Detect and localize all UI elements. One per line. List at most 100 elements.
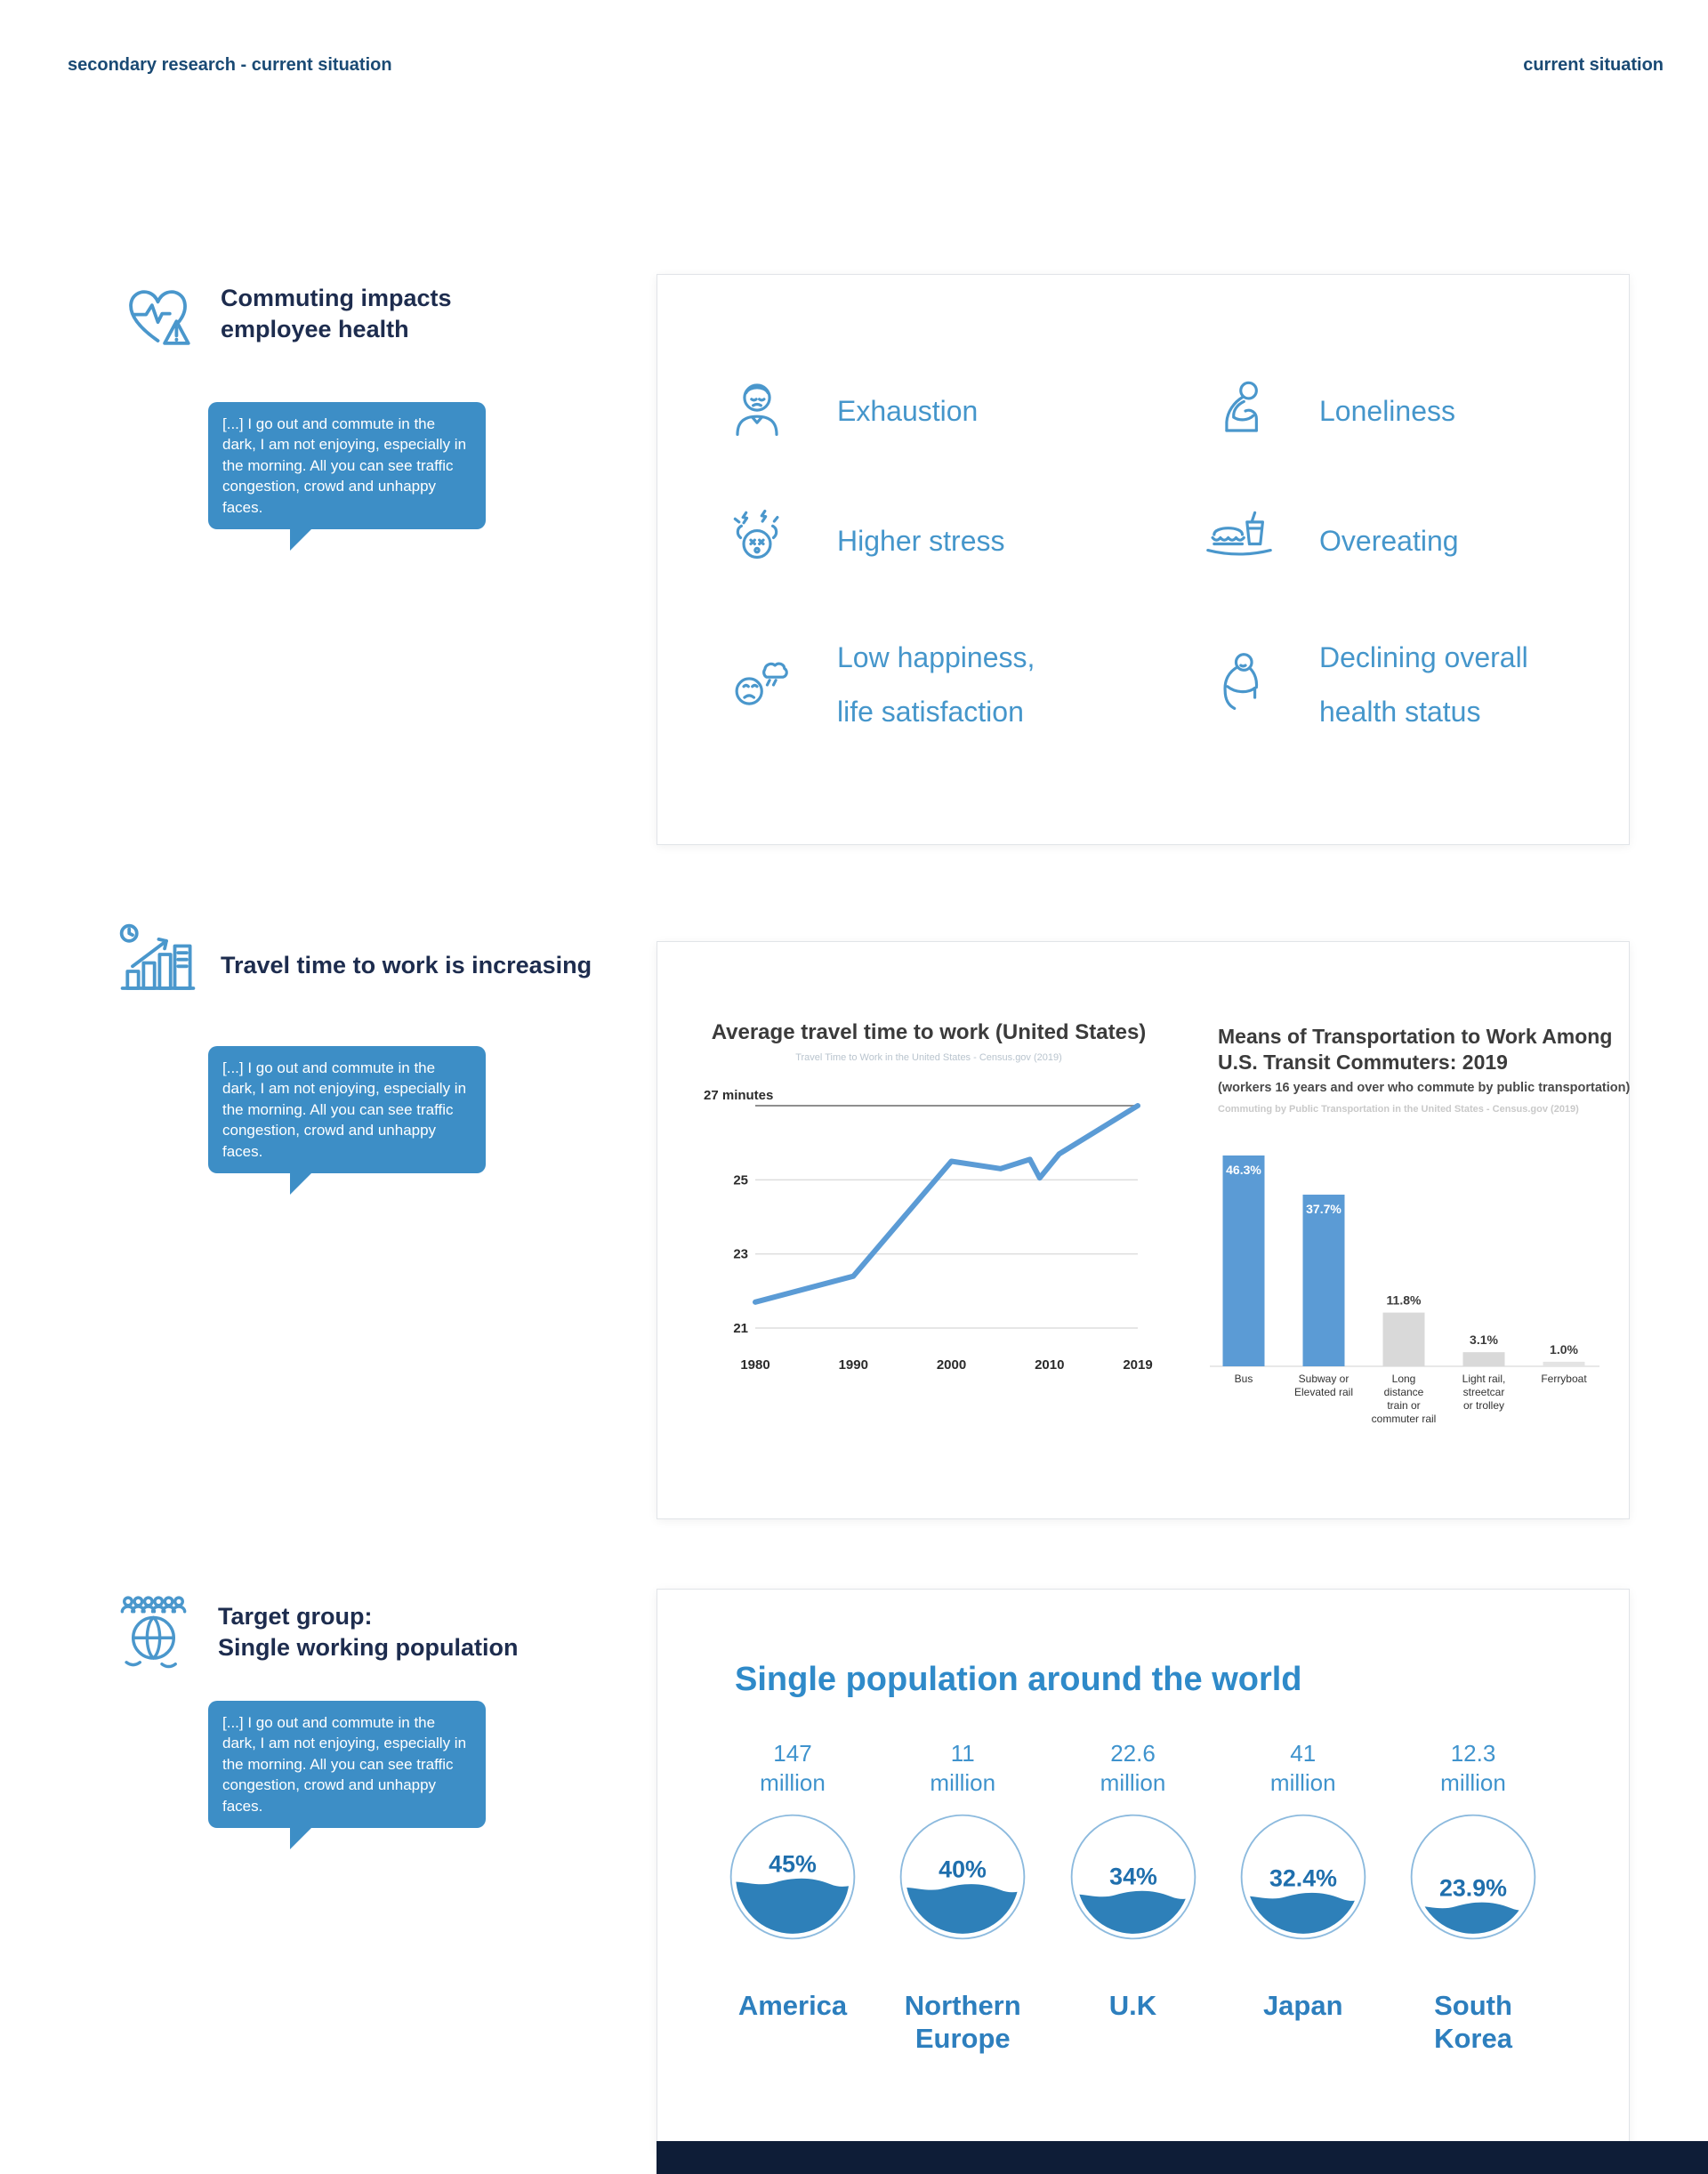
health-item-exhaustion: Exhaustion bbox=[718, 372, 978, 450]
population-unit: million bbox=[930, 1768, 996, 1796]
svg-text:distance: distance bbox=[1384, 1386, 1424, 1398]
exhaustion-icon bbox=[718, 372, 796, 450]
svg-text:25: 25 bbox=[733, 1172, 748, 1188]
section-title-health: Commuting impacts employee health bbox=[221, 283, 452, 345]
loneliness-icon bbox=[1200, 372, 1278, 450]
population-unit: million bbox=[760, 1768, 826, 1796]
health-item-low-happiness: Low happiness, life satisfaction bbox=[718, 631, 1035, 739]
bar-chart-subtitle: (workers 16 years and over who commute b… bbox=[1218, 1081, 1631, 1095]
svg-text:train or: train or bbox=[1387, 1399, 1420, 1412]
population-value: 22.6 bbox=[1110, 1740, 1156, 1767]
svg-text:21: 21 bbox=[733, 1321, 748, 1336]
liquid-gauge-northern-europe: 40% bbox=[899, 1814, 1026, 1940]
population-column-south-korea: 12.3 million 23.9% South Korea bbox=[1389, 1739, 1558, 2055]
single-population-card: Single population around the world 147 m… bbox=[657, 1589, 1630, 2154]
health-item-label: Overeating bbox=[1319, 524, 1459, 557]
country-label: U.K bbox=[1108, 1990, 1157, 2021]
health-item-label: Exhaustion bbox=[837, 394, 979, 427]
health-item-label: Higher stress bbox=[837, 524, 1005, 557]
footer-bar bbox=[657, 2141, 1708, 2174]
svg-text:1980: 1980 bbox=[740, 1357, 769, 1373]
svg-text:46.3%: 46.3% bbox=[1226, 1163, 1261, 1177]
svg-text:40%: 40% bbox=[939, 1856, 987, 1883]
svg-text:37.7%: 37.7% bbox=[1306, 1202, 1341, 1216]
overeating-icon bbox=[1200, 502, 1278, 580]
svg-text:Ferryboat: Ferryboat bbox=[1541, 1373, 1587, 1385]
section-title-target: Target group: Single working population bbox=[218, 1601, 519, 1663]
country-label: Northern Europe bbox=[904, 1990, 1021, 2055]
population-value: 147 bbox=[773, 1740, 812, 1767]
population-value: 11 bbox=[950, 1740, 975, 1767]
svg-text:Bus: Bus bbox=[1235, 1373, 1253, 1385]
bar-chart-source: Commuting by Public Transportation in th… bbox=[1218, 1104, 1579, 1115]
population-value: 12.3 bbox=[1450, 1740, 1496, 1767]
population-value: 41 bbox=[1290, 1740, 1317, 1767]
quote-bubble-travel: [...] I go out and commute in the dark, … bbox=[208, 1046, 486, 1196]
line-chart-title: Average travel time to work (United Stat… bbox=[711, 1020, 1147, 1044]
population-column-japan: 41 million 32.4% Japan bbox=[1219, 1739, 1388, 2055]
health-item-stress: Higher stress bbox=[718, 502, 1005, 580]
health-item-loneliness: Loneliness bbox=[1200, 372, 1455, 450]
header-right: current situation bbox=[1523, 55, 1664, 75]
svg-text:45%: 45% bbox=[769, 1850, 817, 1877]
svg-text:11.8%: 11.8% bbox=[1387, 1293, 1422, 1308]
svg-text:2010: 2010 bbox=[1035, 1357, 1064, 1373]
travel-time-chart-icon bbox=[116, 921, 200, 1005]
svg-text:23.9%: 23.9% bbox=[1439, 1874, 1507, 1901]
section-title-health-line2: employee health bbox=[221, 316, 409, 343]
quote-text: [...] I go out and commute in the dark, … bbox=[222, 1714, 467, 1815]
liquid-gauge-uk: 34% bbox=[1070, 1814, 1196, 1940]
heart-pulse-warning-icon bbox=[116, 274, 200, 358]
declining-health-icon bbox=[1200, 646, 1278, 724]
quote-bubble-target: [...] I go out and commute in the dark, … bbox=[208, 1701, 486, 1850]
svg-text:3.1%: 3.1% bbox=[1470, 1333, 1498, 1347]
travel-time-line-chart: 21 23 25 27 minutes 1980 1990 2000 2010 2019 bbox=[704, 1088, 1153, 1373]
health-item-declining-health: Declining overall health status bbox=[1200, 631, 1528, 739]
svg-text:Elevated rail: Elevated rail bbox=[1294, 1386, 1353, 1398]
svg-text:streetcar: streetcar bbox=[1463, 1386, 1505, 1398]
svg-text:Light rail,: Light rail, bbox=[1462, 1373, 1506, 1385]
svg-text:commuter rail: commuter rail bbox=[1372, 1413, 1437, 1425]
svg-text:32.4%: 32.4% bbox=[1269, 1864, 1337, 1891]
population-unit: million bbox=[1269, 1768, 1336, 1796]
section-title-target-line2: Single working population bbox=[218, 1634, 519, 1662]
svg-text:2000: 2000 bbox=[937, 1357, 966, 1373]
header-left: secondary research - current situation bbox=[68, 55, 392, 75]
population-unit: million bbox=[1100, 1768, 1166, 1796]
country-label: Japan bbox=[1262, 1990, 1343, 2021]
quote-bubble-health: [...] I go out and commute in the dark, … bbox=[208, 402, 486, 552]
line-chart-subtitle: Travel Time to Work in the United States… bbox=[795, 1052, 1062, 1063]
quote-text: [...] I go out and commute in the dark, … bbox=[222, 415, 467, 516]
svg-text:2019: 2019 bbox=[1123, 1357, 1152, 1373]
population-row: 147 million 45% America 11 million 40% N… bbox=[708, 1739, 1558, 2055]
liquid-gauge-south-korea: 23.9% bbox=[1410, 1814, 1536, 1940]
globe-people-icon bbox=[111, 1591, 196, 1676]
section-title-target-line1: Target group: bbox=[218, 1603, 373, 1630]
higher-stress-icon bbox=[718, 502, 796, 580]
liquid-gauge-japan: 32.4% bbox=[1240, 1814, 1366, 1940]
svg-text:1990: 1990 bbox=[839, 1357, 868, 1373]
section-title-health-line1: Commuting impacts bbox=[221, 285, 452, 311]
svg-text:or trolley: or trolley bbox=[1463, 1399, 1504, 1412]
bar-chart-title: Means of Transportation to Work Among U.… bbox=[1218, 1025, 1613, 1074]
health-item-overeating: Overeating bbox=[1200, 502, 1459, 580]
svg-text:23: 23 bbox=[733, 1247, 748, 1262]
population-column-northern-europe: 11 million 40% Northern Europe bbox=[878, 1739, 1047, 2055]
svg-text:27 minutes: 27 minutes bbox=[704, 1088, 773, 1103]
health-item-label: Low happiness, life satisfaction bbox=[837, 641, 1035, 728]
population-unit: million bbox=[1440, 1768, 1506, 1796]
svg-text:34%: 34% bbox=[1109, 1863, 1157, 1889]
low-happiness-icon bbox=[718, 646, 796, 724]
section-title-travel: Travel time to work is increasing bbox=[221, 952, 592, 978]
health-item-label: Declining overall health status bbox=[1319, 641, 1528, 728]
svg-text:Subway or: Subway or bbox=[1299, 1373, 1349, 1385]
travel-time-card: Average travel time to work (United Stat… bbox=[657, 941, 1630, 1519]
quote-text: [...] I go out and commute in the dark, … bbox=[222, 1059, 467, 1160]
liquid-gauge-america: 45% bbox=[729, 1814, 856, 1940]
population-heading: Single population around the world bbox=[735, 1661, 1302, 1698]
population-column-america: 147 million 45% America bbox=[708, 1739, 877, 2055]
population-column-uk: 22.6 million 34% U.K bbox=[1049, 1739, 1218, 2055]
country-label: South Korea bbox=[1434, 1990, 1512, 2055]
